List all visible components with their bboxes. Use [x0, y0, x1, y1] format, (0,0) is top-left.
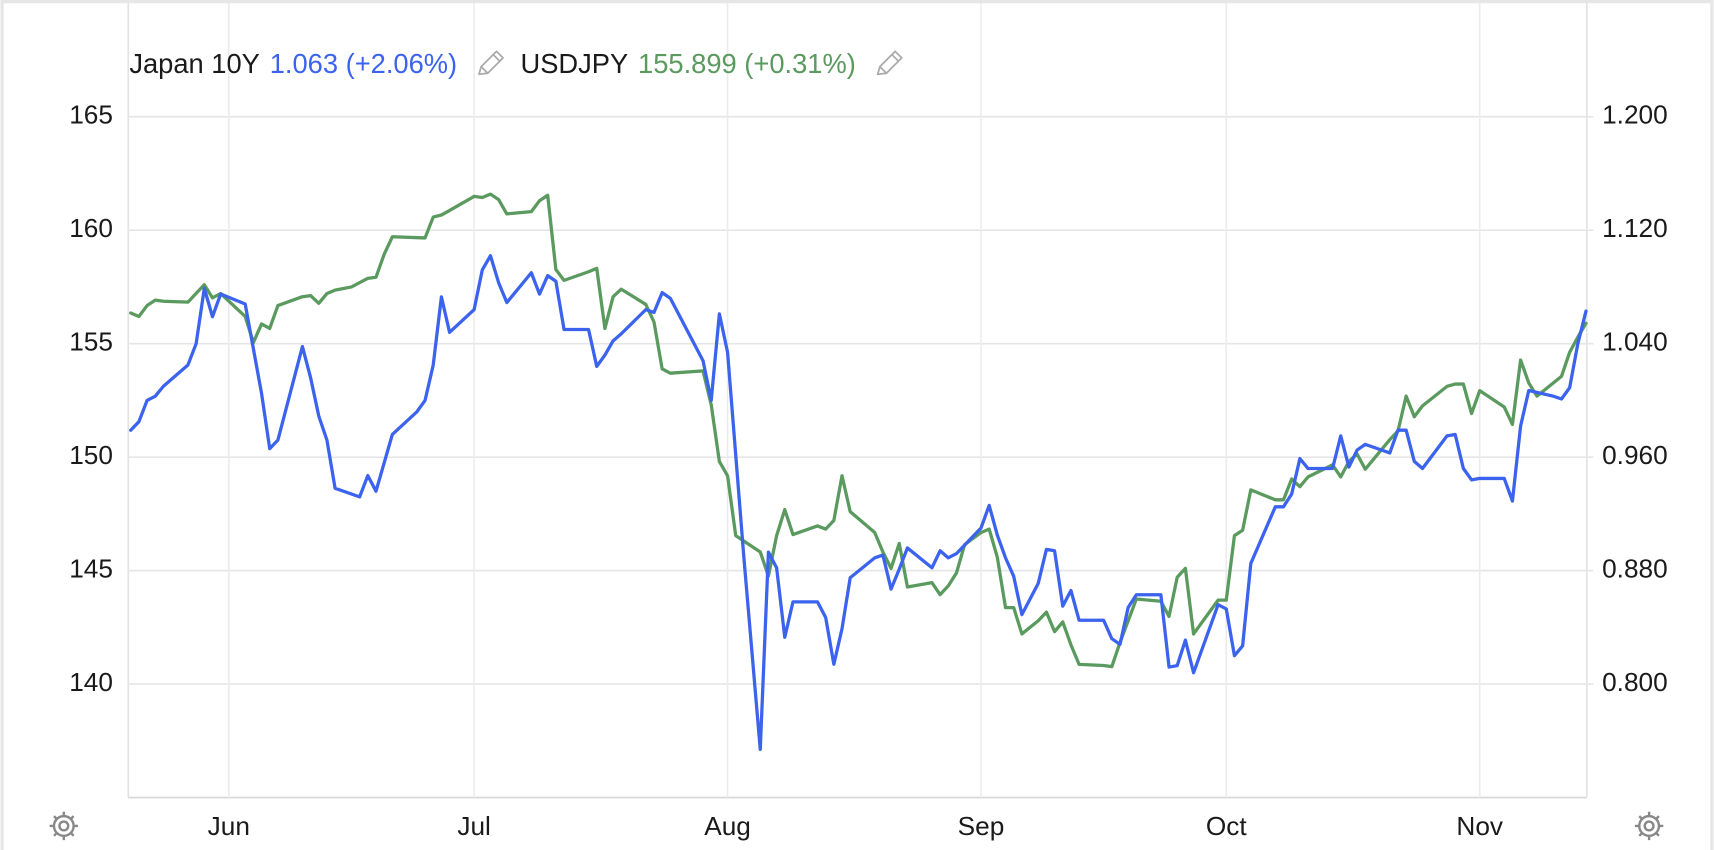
legend-name: Japan 10Y [129, 48, 260, 79]
settings-icon[interactable] [1634, 811, 1664, 841]
y2-tick-label: 1.120 [1602, 213, 1668, 243]
y-tick-label: 160 [69, 213, 113, 243]
y-tick-label: 145 [69, 554, 113, 584]
x-tick-label: Jun [208, 811, 250, 841]
y-tick-label: 150 [69, 440, 113, 470]
x-tick-label: Aug [704, 811, 751, 841]
edit-icon[interactable] [478, 50, 504, 76]
x-tick-label: Oct [1206, 811, 1248, 841]
gear-hub [1643, 820, 1655, 832]
legend: Japan 10Y 1.063 (+2.06%) USDJPY 155.899 (+0… [129, 48, 903, 79]
y2-tick-label: 1.200 [1602, 100, 1668, 130]
gear-hub [58, 820, 70, 832]
axis-labels: 140 145 150 155 160 165 0.800 0.880 0.960 1.040 1.… [69, 100, 1668, 841]
y2-tick-label: 1.040 [1602, 327, 1668, 357]
y-tick-label: 165 [69, 100, 113, 130]
y2-tick-label: 0.880 [1602, 554, 1668, 584]
y2-tick-label: 0.960 [1602, 440, 1668, 470]
y-tick-label: 155 [69, 327, 113, 357]
gear-teeth [1634, 811, 1664, 841]
edit-icon[interactable] [876, 50, 903, 76]
x-tick-label: Nov [1456, 811, 1504, 841]
pencil [478, 50, 504, 76]
settings-icon[interactable] [49, 811, 79, 841]
gear-teeth [49, 811, 79, 841]
y-tick-label: 140 [69, 667, 113, 697]
legend-quote: 1.063 (+2.06%) [270, 48, 457, 79]
legend-quote: 155.899 (+0.31%) [638, 48, 856, 79]
x-tick-label: Sep [958, 811, 1005, 841]
series-line [129, 254, 1588, 751]
legend-name: USDJPY [521, 48, 629, 79]
x-tick-label: Jul [457, 811, 491, 841]
plot [129, 192, 1588, 751]
pencil [876, 50, 903, 76]
y2-tick-label: 0.800 [1602, 667, 1668, 697]
